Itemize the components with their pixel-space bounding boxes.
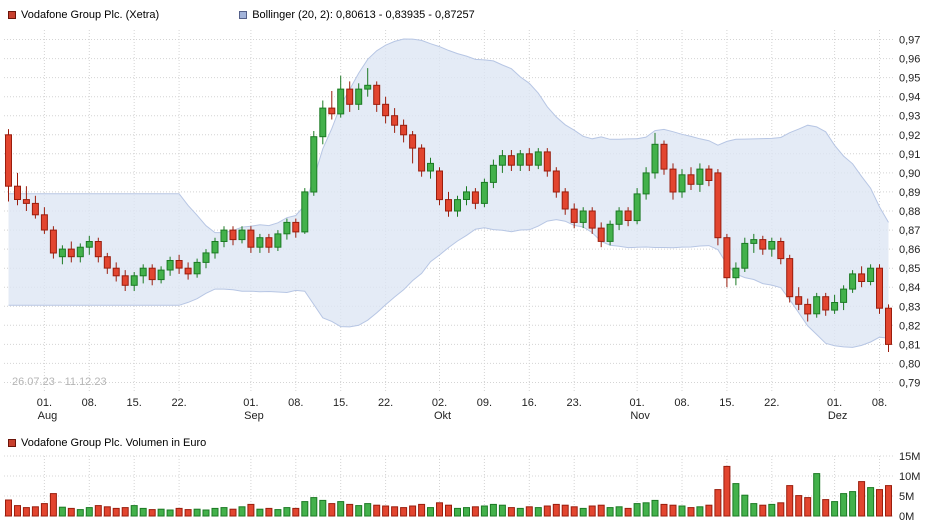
svg-text:01.: 01. [827, 397, 842, 409]
price-series-swatch-icon [8, 10, 16, 19]
svg-text:08.: 08. [674, 397, 689, 409]
svg-text:0,85: 0,85 [899, 263, 920, 275]
svg-text:Okt: Okt [434, 410, 451, 422]
candles [5, 68, 892, 352]
svg-text:0M: 0M [899, 511, 914, 523]
svg-text:15.: 15. [127, 397, 142, 409]
svg-text:5M: 5M [899, 491, 914, 503]
volume-chart[interactable]: 0M 5M 10M 15M [0, 452, 940, 526]
svg-text:0,94: 0,94 [899, 92, 920, 104]
svg-text:09.: 09. [477, 397, 492, 409]
svg-text:0,82: 0,82 [899, 320, 920, 332]
bollinger-label: Bollinger (20, 2): 0,80613 - 0,83935 - 0… [252, 8, 475, 21]
svg-text:15.: 15. [333, 397, 348, 409]
svg-text:0,83: 0,83 [899, 301, 920, 313]
svg-text:0,95: 0,95 [899, 73, 920, 85]
volume-bars [5, 465, 892, 517]
volume-legend-item: Vodafone Group Plc. Volumen in Euro [8, 437, 206, 449]
svg-text:16.: 16. [522, 397, 537, 409]
date-range-watermark: 26.07.23 - 11.12.23 [12, 376, 107, 388]
volume-swatch-icon [8, 438, 16, 447]
svg-text:15.: 15. [719, 397, 734, 409]
svg-text:0,97: 0,97 [899, 35, 920, 47]
svg-text:0,96: 0,96 [899, 54, 920, 66]
svg-text:0,87: 0,87 [899, 225, 920, 237]
price-series-label: Vodafone Group Plc. (Xetra) [21, 8, 160, 21]
svg-text:0,84: 0,84 [899, 282, 920, 294]
svg-text:01.: 01. [37, 397, 52, 409]
svg-text:0,93: 0,93 [899, 111, 920, 123]
svg-text:10M: 10M [899, 471, 920, 483]
price-legend-row: Vodafone Group Plc. (Xetra) Bollinger (2… [0, 0, 940, 24]
svg-text:02.: 02. [432, 397, 447, 409]
svg-text:22.: 22. [378, 397, 393, 409]
volume-legend-row: Vodafone Group Plc. Volumen in Euro [0, 428, 940, 452]
svg-text:0,91: 0,91 [899, 149, 920, 161]
svg-text:15M: 15M [899, 452, 920, 463]
svg-text:0,92: 0,92 [899, 130, 920, 142]
svg-text:Nov: Nov [630, 410, 650, 422]
volume-label: Vodafone Group Plc. Volumen in Euro [21, 436, 207, 449]
svg-text:0,80: 0,80 [899, 358, 920, 370]
svg-text:0,89: 0,89 [899, 187, 920, 199]
svg-text:08.: 08. [872, 397, 887, 409]
svg-text:0,81: 0,81 [899, 339, 920, 351]
price-y-axis-labels: 0,79 0,80 0,81 0,82 0,83 0,84 0,85 0,86 0,87 0,88… [899, 35, 920, 390]
bollinger-swatch-icon [239, 10, 248, 19]
svg-text:Sep: Sep [244, 410, 264, 422]
svg-text:08.: 08. [288, 397, 303, 409]
svg-text:22.: 22. [764, 397, 779, 409]
svg-text:0,86: 0,86 [899, 244, 920, 256]
svg-text:0,79: 0,79 [899, 378, 920, 390]
svg-text:23.: 23. [567, 397, 582, 409]
svg-text:01.: 01. [243, 397, 258, 409]
price-chart[interactable]: 0,79 0,80 0,81 0,82 0,83 0,84 0,85 0,86 0,87 0,88… [0, 24, 940, 428]
price-series-legend-item: Vodafone Group Plc. (Xetra) [8, 9, 159, 21]
svg-text:22.: 22. [171, 397, 186, 409]
svg-text:08.: 08. [82, 397, 97, 409]
svg-text:Dez: Dez [828, 410, 848, 422]
volume-y-axis-labels: 0M 5M 10M 15M [899, 452, 920, 523]
svg-text:01.: 01. [629, 397, 644, 409]
svg-text:Aug: Aug [38, 410, 58, 422]
svg-text:0,90: 0,90 [899, 168, 920, 180]
bollinger-legend-item: Bollinger (20, 2): 0,80613 - 0,83935 - 0… [239, 9, 475, 21]
svg-text:0,88: 0,88 [899, 206, 920, 218]
